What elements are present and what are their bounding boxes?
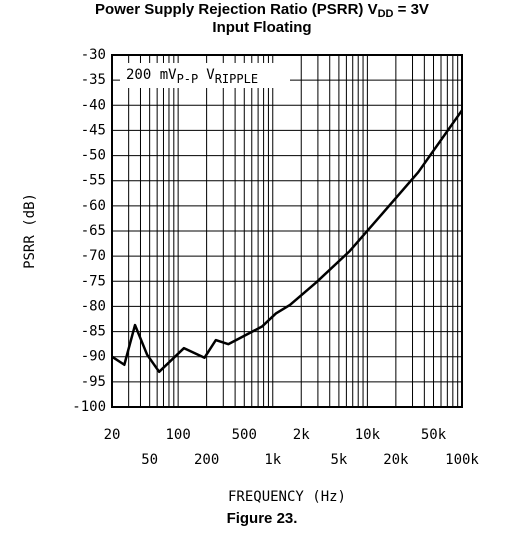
x-tick-label: 5k [330,452,347,468]
y-tick-label: -95 [81,374,106,390]
y-tick-label: -55 [81,173,106,189]
plot-frame [111,54,463,408]
x-tick-label: 50 [141,452,158,468]
y-tick-label: -75 [81,273,106,289]
title-end: = 3V [393,1,428,18]
y-tick-label: -50 [81,148,106,164]
x-tick-label: 10k [355,427,381,443]
title-sub: DD [378,8,394,20]
x-tick-label: 100k [445,452,479,468]
annotation-box [120,63,290,88]
y-tick-label: -65 [81,223,106,239]
y-tick-label: -45 [81,122,106,138]
annotation-sub: P-P [177,72,199,86]
x-axis-label: FREQUENCY (Hz) [228,489,346,505]
x-tick-label: 100 [165,427,190,443]
x-tick-label: 50k [421,427,447,443]
y-tick-label: -70 [81,248,106,264]
annotation: 200 mVP-P VRIPPLE [126,67,258,86]
annotation-sub: RIPPLE [215,72,258,86]
x-tick-label: 20 [104,427,121,443]
x-tick-label: 20k [383,452,409,468]
annotation-text: 200 mV [126,67,177,83]
y-tick-label: -30 [81,47,106,63]
caption: Figure 23. [227,510,298,527]
x-tick-label: 500 [232,427,257,443]
chart-subtitle: Input Floating [212,19,311,36]
chart-title: Power Supply Rejection Ratio (PSRR) VDD … [95,1,429,20]
y-tick-label: -100 [72,399,106,415]
data-line [111,109,464,374]
y-tick-label: -35 [81,72,106,88]
y-tick-label: -85 [81,324,106,340]
y-tick-label: -40 [81,97,106,113]
y-tick-label: -60 [81,198,106,214]
x-tick-label: 1k [264,452,281,468]
x-tick-label: 2k [293,427,310,443]
y-tick-label: -90 [81,349,106,365]
y-axis-label: PSRR (dB) [22,193,38,269]
y-tick-label: -80 [81,298,106,314]
x-tick-label: 200 [194,452,219,468]
title-text: Power Supply Rejection Ratio (PSRR) V [95,1,378,18]
annotation-text: V [206,67,215,83]
